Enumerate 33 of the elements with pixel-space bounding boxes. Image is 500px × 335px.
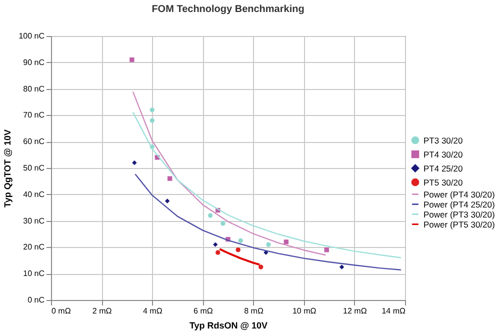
y-axis-title: Typ QgTOT @ 10V (2, 130, 13, 208)
chart-title: FOM Technology Benchmarking (152, 4, 304, 15)
legend-label: Power (PT4 25/20) (424, 199, 496, 210)
legend-label: Power (PT4 30/20) (424, 189, 496, 200)
x-tick-label: 10 mΩ (292, 306, 316, 316)
x-tick-label: 0 mΩ (52, 306, 71, 316)
legend-label: PT4 30/20 (424, 149, 463, 160)
legend-label: PT5 30/20 (424, 177, 463, 188)
legend-label: PT4 25/20 (424, 163, 463, 174)
y-tick-label: 0 nC (28, 296, 45, 304)
line-series (132, 91, 326, 256)
y-tick-label: 50 nC (23, 164, 45, 172)
x-tick-label: 8 mΩ (244, 306, 264, 316)
x-tick-label: 6 mΩ (194, 306, 213, 316)
y-tick-label: 30 nC (23, 216, 45, 226)
x-tick-label: 14 mΩ (382, 306, 406, 316)
x-tick-label: 2 mΩ (92, 306, 112, 316)
line-series (134, 173, 402, 271)
line-series (132, 112, 402, 258)
y-tick-label: 80 nC (23, 84, 45, 94)
legend-label: Power (PT5 30/20) (424, 219, 496, 230)
y-tick-label: 40 nC (23, 190, 45, 199)
x-tick-label: 12 mΩ (343, 306, 367, 316)
y-tick-label: 10 nC (23, 269, 45, 278)
y-tick-label: 70 nC (23, 110, 45, 120)
y-tick-label: 60 nC (23, 137, 45, 146)
legend-label: PT3 30/20 (424, 135, 463, 146)
y-tick-label: 20 nC (23, 242, 45, 252)
y-tick-label: 100 nC (18, 32, 45, 40)
x-axis-title: Typ RdsON @ 10V (189, 320, 268, 330)
y-tick-label: 90 nC (23, 58, 45, 67)
legend-label: Power (PT3 30/20) (424, 209, 496, 220)
x-tick-label: 4 mΩ (142, 306, 162, 316)
